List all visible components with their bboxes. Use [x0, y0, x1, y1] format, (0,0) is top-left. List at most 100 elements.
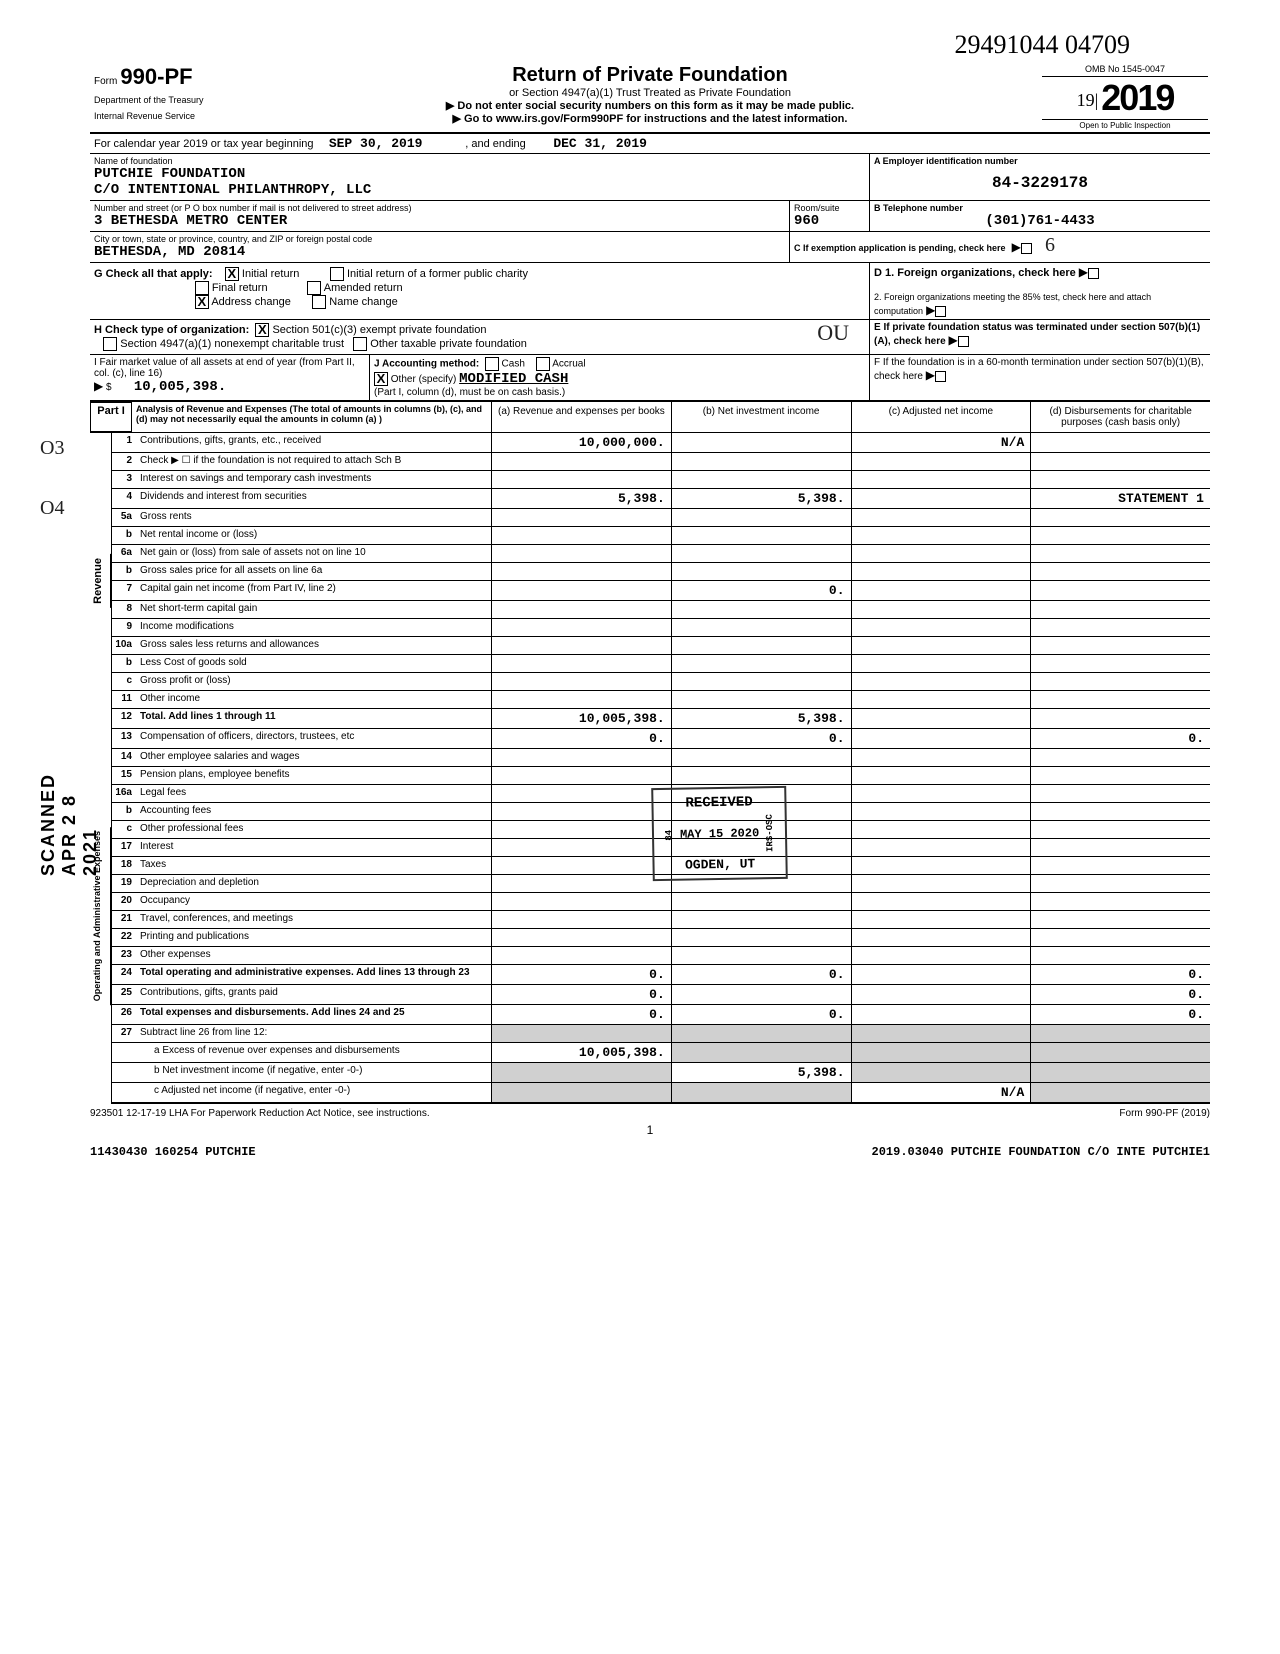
col-d-cell: 0.: [1031, 1005, 1210, 1024]
col-d-cell: 0.: [1031, 985, 1210, 1004]
amended-return-checkbox[interactable]: [307, 281, 321, 295]
other-method-value: MODIFIED CASH: [459, 371, 568, 387]
col-d-cell: [1031, 767, 1210, 784]
line-desc: Printing and publications: [136, 929, 492, 946]
line-desc: Contributions, gifts, grants paid: [136, 985, 492, 1004]
omb-number: OMB No 1545-0047: [1042, 62, 1208, 77]
table-row: 11Other income: [112, 691, 1210, 709]
name-change-checkbox[interactable]: [312, 295, 326, 309]
col-a-cell: 10,005,398.: [492, 709, 672, 728]
col-c-cell: [852, 749, 1032, 766]
footer-row: 923501 12-17-19 LHA For Paperwork Reduct…: [90, 1104, 1210, 1123]
col-a-cell: [492, 509, 672, 526]
fmv-value: 10,005,398.: [134, 379, 226, 395]
line-desc: Net gain or (loss) from sale of assets n…: [136, 545, 492, 562]
col-c-cell: [852, 545, 1032, 562]
street-block: Number and street (or P O box number if …: [90, 201, 1210, 232]
address-change-checkbox[interactable]: X: [195, 295, 209, 309]
501c3-checkbox[interactable]: X: [255, 323, 269, 337]
col-d-cell: [1031, 875, 1210, 892]
line-desc: Gross rents: [136, 509, 492, 526]
f-checkbox[interactable]: [935, 371, 946, 382]
d2-checkbox[interactable]: [935, 306, 946, 317]
col-a-cell: [492, 563, 672, 580]
e-checkbox[interactable]: [958, 336, 969, 347]
col-a-cell: 5,398.: [492, 489, 672, 508]
col-b-cell: [672, 545, 852, 562]
initial-former-checkbox[interactable]: [330, 267, 344, 281]
col-a-cell: 0.: [492, 985, 672, 1004]
col-a-cell: [492, 947, 672, 964]
4947a1-checkbox[interactable]: [103, 337, 117, 351]
col-a-cell: 0.: [492, 1005, 672, 1024]
col-b-cell: [672, 509, 852, 526]
inst-2: ▶ Go to www.irs.gov/Form990PF for instru…: [268, 112, 1032, 125]
table-row: 25Contributions, gifts, grants paid0.0.: [112, 985, 1210, 1005]
27a-val: 10,005,398.: [492, 1043, 672, 1062]
c-checkbox[interactable]: [1021, 243, 1032, 254]
table-row: 3Interest on savings and temporary cash …: [112, 471, 1210, 489]
form-page: 29491044 04709 Form 990-PF Department of…: [90, 30, 1210, 1167]
col-c-cell: [852, 471, 1032, 488]
col-c-cell: [852, 857, 1032, 874]
table-row: 15Pension plans, employee benefits: [112, 767, 1210, 785]
other-taxable-checkbox[interactable]: [353, 337, 367, 351]
col-a-cell: [492, 857, 672, 874]
f-label: F If the foundation is in a 60-month ter…: [874, 357, 1204, 382]
table-row: bLess Cost of goods sold: [112, 655, 1210, 673]
accrual-checkbox[interactable]: [536, 357, 550, 371]
col-b-cell: [672, 985, 852, 1004]
table-row: cGross profit or (loss): [112, 673, 1210, 691]
d1-label: D 1. Foreign organizations, check here: [874, 267, 1076, 279]
col-c-cell: [852, 911, 1032, 928]
col-c-cell: [852, 563, 1032, 580]
col-d-cell: [1031, 453, 1210, 470]
line-desc: Taxes: [136, 857, 492, 874]
form-title: Return of Private Foundation: [268, 64, 1032, 87]
col-d-cell: [1031, 637, 1210, 654]
table-row: 14Other employee salaries and wages: [112, 749, 1210, 767]
line-desc: Net short-term capital gain: [136, 601, 492, 618]
hand-note-ou: OU: [817, 320, 849, 346]
col-b-cell: [672, 911, 852, 928]
other-method-checkbox[interactable]: X: [374, 372, 388, 386]
col-a-cell: [492, 785, 672, 802]
ein-value: 84-3229178: [874, 174, 1206, 192]
table-row: bNet rental income or (loss): [112, 527, 1210, 545]
d1-checkbox[interactable]: [1088, 268, 1099, 279]
name-label: Name of foundation: [94, 156, 865, 166]
col-b-cell: [672, 433, 852, 452]
h-label: H Check type of organization:: [94, 324, 249, 336]
col-b-cell: 0.: [672, 729, 852, 748]
col-a-cell: [492, 581, 672, 600]
col-d-cell: 0.: [1031, 965, 1210, 984]
col-d-cell: [1031, 893, 1210, 910]
tax-year: 2019: [1101, 77, 1173, 118]
col-c-cell: [852, 839, 1032, 856]
table-row: 10aGross sales less returns and allowanc…: [112, 637, 1210, 655]
line-desc: Other professional fees: [136, 821, 492, 838]
table-row: 1Contributions, gifts, grants, etc., rec…: [112, 433, 1210, 453]
line-desc: Travel, conferences, and meetings: [136, 911, 492, 928]
initial-return-checkbox[interactable]: X: [225, 267, 239, 281]
line-desc: Dividends and interest from securities: [136, 489, 492, 508]
table-row: 23Other expenses: [112, 947, 1210, 965]
final-return-checkbox[interactable]: [195, 281, 209, 295]
d2-label: 2. Foreign organizations meeting the 85%…: [874, 292, 1151, 316]
row-27: 27 Subtract line 26 from line 12:: [112, 1025, 1210, 1043]
col-b-cell: [672, 563, 852, 580]
col-b-cell: [672, 767, 852, 784]
col-b-cell: [672, 691, 852, 708]
city-label: City or town, state or province, country…: [94, 234, 785, 244]
city-value: BETHESDA, MD 20814: [94, 244, 785, 260]
cash-checkbox[interactable]: [485, 357, 499, 371]
line-desc: Contributions, gifts, grants, etc., rece…: [136, 433, 492, 452]
col-d-head: (d) Disbursements for charitable purpose…: [1031, 402, 1210, 432]
form-prefix: Form: [94, 76, 117, 87]
col-c-cell: [852, 947, 1032, 964]
row-27a: a Excess of revenue over expenses and di…: [112, 1043, 1210, 1063]
line-desc: Less Cost of goods sold: [136, 655, 492, 672]
line-desc: Total. Add lines 1 through 11: [136, 709, 492, 728]
line-desc: Interest: [136, 839, 492, 856]
table-row: 26Total expenses and disbursements. Add …: [112, 1005, 1210, 1025]
